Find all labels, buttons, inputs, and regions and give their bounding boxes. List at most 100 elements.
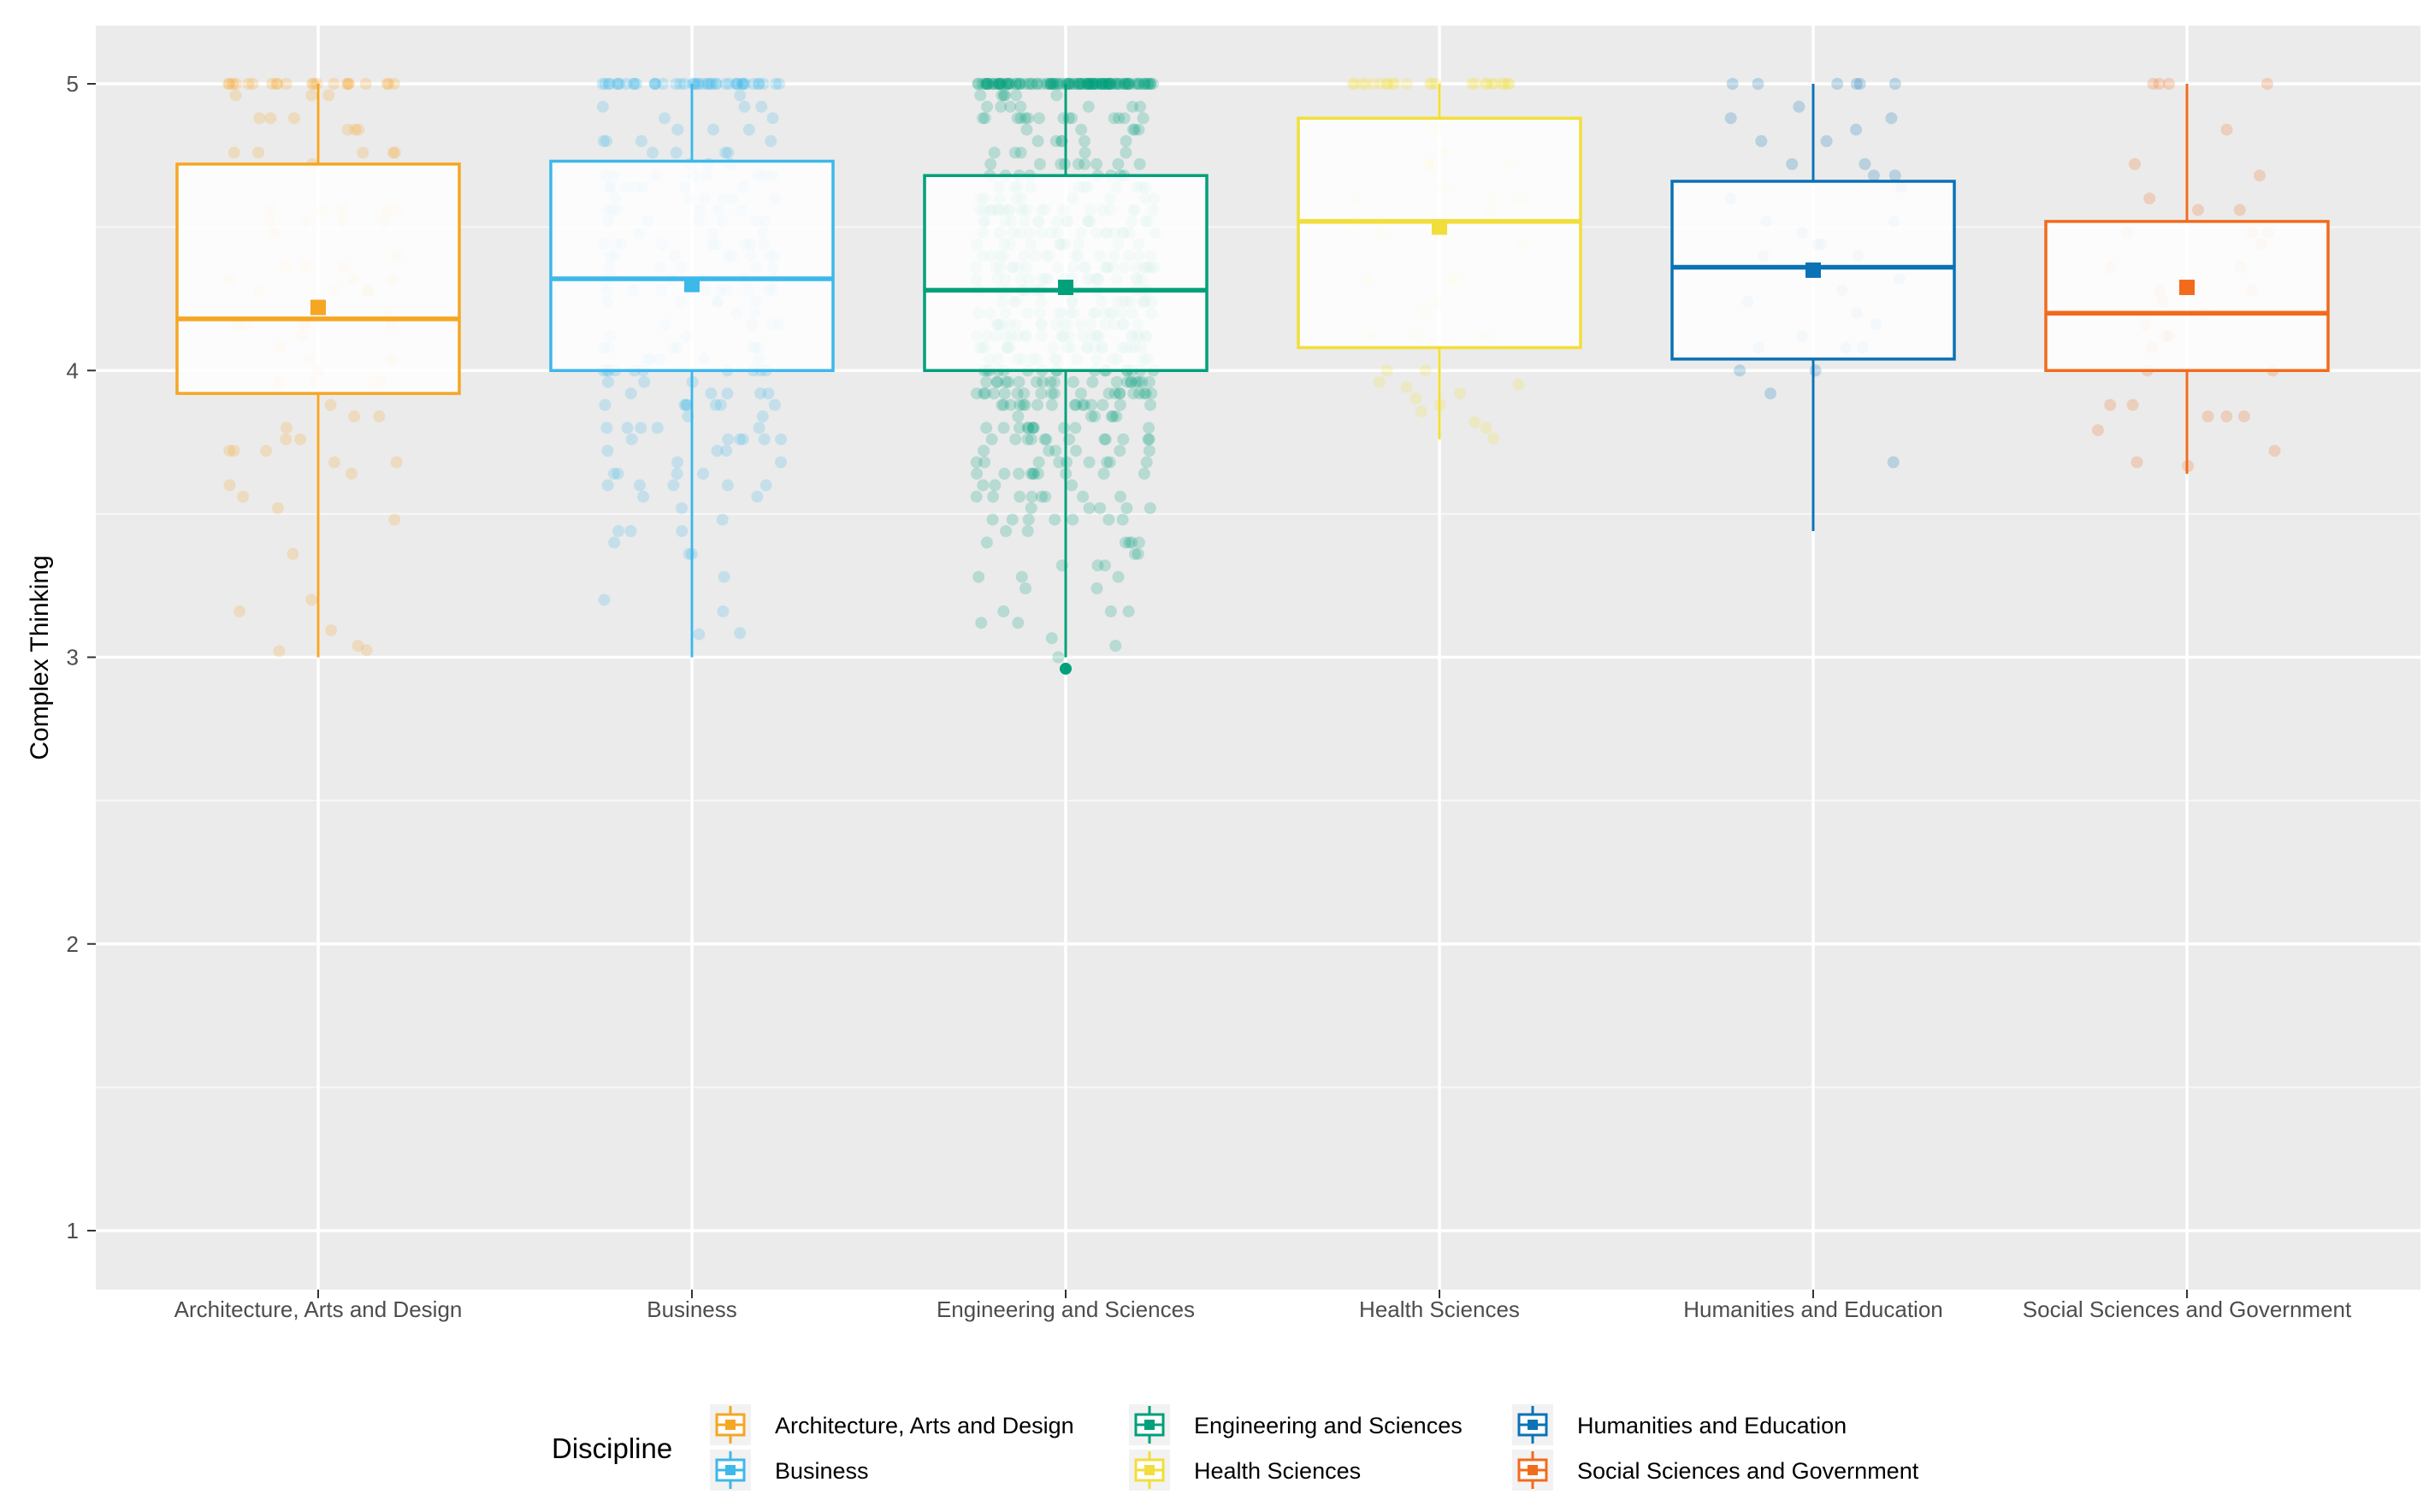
jitter-point [294,433,307,446]
jitter-point [1040,433,1053,446]
jitter-point [1072,78,1084,90]
jitter-point [621,422,634,434]
jitter-point [2091,424,2104,437]
jitter-point [1454,387,1467,400]
jitter-point [1102,78,1115,90]
jitter-point [1885,112,1898,125]
jitter-point [1019,78,1031,90]
jitter-point [1094,78,1107,90]
jitter-point [731,78,744,90]
jitter-point [1096,78,1108,90]
mean-marker [1058,280,1073,296]
jitter-point [1104,605,1117,617]
jitter-point [1009,433,1022,446]
jitter-point [2126,399,2139,411]
jitter-point [1002,78,1015,90]
jitter-point [1014,146,1027,159]
jitter-point [986,513,999,526]
jitter-point [1082,78,1095,90]
jitter-point [979,78,991,90]
jitter-point [1031,375,1043,388]
jitter-point [693,78,705,90]
jitter-point [714,399,727,411]
jitter-point [1793,100,1805,113]
jitter-point [1049,445,1062,458]
jitter-point [1075,123,1088,136]
jitter-point [628,78,641,90]
jitter-point [1044,78,1057,90]
jitter-point [2143,192,2156,205]
jitter-point [252,146,264,159]
jitter-point [775,433,788,446]
jitter-point [1046,78,1059,90]
jitter-point [720,445,733,458]
jitter-point [1096,78,1108,90]
jitter-point [1734,364,1746,377]
jitter-point [342,78,355,90]
box [923,174,1209,372]
jitter-point [1018,387,1031,400]
jitter-point [1820,135,1833,147]
jitter-point [756,410,769,422]
jitter-point [1380,78,1393,90]
jitter-point [1025,78,1037,90]
jitter-point [1118,112,1131,125]
jitter-point [1126,100,1139,113]
jitter-point [599,399,612,411]
jitter-point [1502,78,1515,90]
jitter-point [970,490,983,503]
jitter-point [1112,570,1125,583]
legend-label: Business [775,1458,869,1484]
jitter-point [287,112,300,125]
jitter-point [1013,375,1025,388]
jitter-point [1083,78,1096,90]
jitter-point [980,422,993,434]
jitter-point [1019,112,1031,125]
mean-marker [2179,280,2195,296]
jitter-point [758,433,771,446]
jitter-point [227,78,239,90]
jitter-point [1887,456,1900,469]
jitter-point [1386,78,1399,90]
jitter-point [1099,78,1112,90]
jitter-point [1119,536,1132,549]
jitter-point [2261,78,2273,90]
jitter-point [971,387,983,400]
jitter-point [998,387,1011,400]
jitter-point [1117,433,1130,446]
jitter-point [1058,422,1070,434]
jitter-point [1032,456,1045,469]
jitter-point [721,387,734,400]
jitter-point [1133,78,1146,90]
jitter-point [1014,78,1025,90]
jitter-point [1043,445,1055,458]
jitter-point [1143,78,1155,90]
jitter-point [994,78,1007,90]
jitter-point [753,422,765,434]
jitter-point [1114,78,1126,90]
jitter-point [1005,78,1018,90]
jitter-point [980,78,993,90]
jitter-point [1349,78,1362,90]
jitter-point [1373,375,1386,388]
jitter-point [1099,433,1112,446]
jitter-point [260,445,273,458]
jitter-point [1050,89,1063,102]
jitter-point [671,467,683,480]
jitter-point [1107,410,1120,422]
jitter-point [352,123,365,136]
jitter-point [390,456,403,469]
jitter-point [1103,78,1116,90]
jitter-point [1013,422,1025,434]
jitter-point [1488,78,1501,90]
jitter-point [977,112,989,125]
jitter-point [987,490,1000,503]
jitter-point [287,547,299,560]
jitter-point [730,78,742,90]
jitter-point [603,78,616,90]
major-gridlines [96,26,2420,1290]
jitter-point [1022,78,1035,90]
jitter-point [280,433,293,446]
legend-label: Social Sciences and Government [1577,1458,1919,1484]
